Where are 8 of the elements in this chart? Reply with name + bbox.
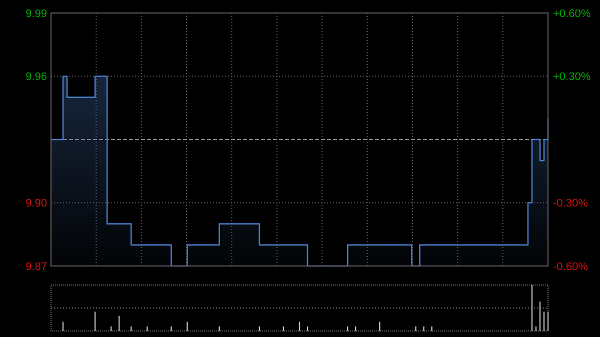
- y-tick-label: 9.96: [26, 71, 47, 84]
- y2-tick-label: -0.30%: [553, 198, 588, 210]
- y-tick-label: 9.90: [26, 198, 47, 210]
- y2-tick-label: -0.60%: [553, 260, 588, 273]
- y-tick-label: 9.99: [26, 8, 47, 20]
- y2-tick-label: +0.30%: [553, 71, 591, 84]
- y2-tick-label: +0.60%: [553, 8, 591, 20]
- y-tick-label: 9.87: [26, 260, 47, 273]
